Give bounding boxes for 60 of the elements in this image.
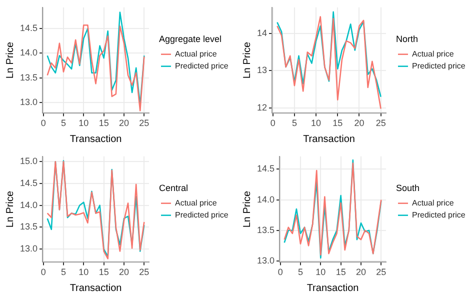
legend-label: Predicted price <box>175 210 229 220</box>
x-axis-title: Transaction <box>303 134 355 145</box>
x-tick-label: 5 <box>298 267 303 278</box>
y-tick-label: 13.0 <box>20 244 38 254</box>
x-tick-label: 20 <box>354 118 364 128</box>
legend-label: Actual price <box>412 198 454 208</box>
x-tick-label: 15 <box>98 267 109 278</box>
x-tick-label: 15 <box>332 118 343 128</box>
y-tick-label: 13.5 <box>256 224 275 235</box>
x-tick-label: 10 <box>78 118 89 128</box>
x-tick-label: 10 <box>316 267 326 278</box>
legend-title: Central <box>159 182 188 193</box>
x-tick-label: 25 <box>139 118 150 128</box>
y-tick-label: 13.5 <box>20 222 38 232</box>
x-tick-label: 10 <box>78 267 89 278</box>
x-tick-label: 0 <box>278 267 283 278</box>
y-tick-label: 13.5 <box>20 72 38 82</box>
y-tick-label: 14.5 <box>20 178 38 188</box>
y-axis-title: Ln Price <box>4 42 16 79</box>
x-axis-title: Transaction <box>70 134 122 145</box>
y-tick-label: 13.0 <box>256 255 275 266</box>
y-tick-label: 13.0 <box>20 96 38 107</box>
legend-label: Predicted price <box>412 210 466 220</box>
x-tick-label: 25 <box>139 267 150 278</box>
y-tick-label: 14.0 <box>20 200 38 210</box>
x-tick-label: 5 <box>60 118 66 128</box>
x-axis-title: Transaction <box>306 282 359 294</box>
x-tick-label: 20 <box>118 267 129 278</box>
x-tick-label: 20 <box>118 118 129 128</box>
y-tick-label: 15.0 <box>20 156 38 166</box>
y-axis-title: Ln Price <box>4 190 16 228</box>
legend-label: Actual price <box>175 198 218 208</box>
x-tick-label: 20 <box>356 267 366 278</box>
x-tick-label: 0 <box>40 267 46 278</box>
x-tick-label: 25 <box>376 267 386 278</box>
x-tick-label: 5 <box>60 267 66 278</box>
legend-label: Predicted price <box>175 62 229 71</box>
x-tick-label: 5 <box>292 118 297 128</box>
y-tick-label: 14 <box>256 28 268 38</box>
legend-label: Predicted price <box>412 62 466 71</box>
x-tick-label: 0 <box>40 118 46 128</box>
y-axis-title: Ln Price <box>242 42 253 79</box>
y-tick-label: 12 <box>256 102 268 112</box>
x-tick-label: 15 <box>336 267 346 278</box>
y-tick-label: 14.5 <box>20 23 38 34</box>
legend-label: Actual price <box>175 50 218 59</box>
x-tick-label: 25 <box>376 118 386 128</box>
legend-label: Actual price <box>412 50 454 59</box>
y-tick-label: 14.0 <box>20 48 38 58</box>
legend-title: Aggregate level <box>159 34 222 44</box>
legend-title: North <box>396 34 418 44</box>
x-tick-label: 0 <box>270 118 276 128</box>
x-axis-title: Transaction <box>70 282 122 294</box>
x-tick-label: 10 <box>311 118 322 128</box>
y-axis-title: Ln Price <box>242 190 253 228</box>
y-tick-label: 14.0 <box>256 194 275 204</box>
y-tick-label: 13 <box>256 65 268 76</box>
y-tick-label: 14.5 <box>256 164 275 174</box>
x-tick-label: 15 <box>98 118 109 128</box>
legend-title: South <box>396 182 420 193</box>
